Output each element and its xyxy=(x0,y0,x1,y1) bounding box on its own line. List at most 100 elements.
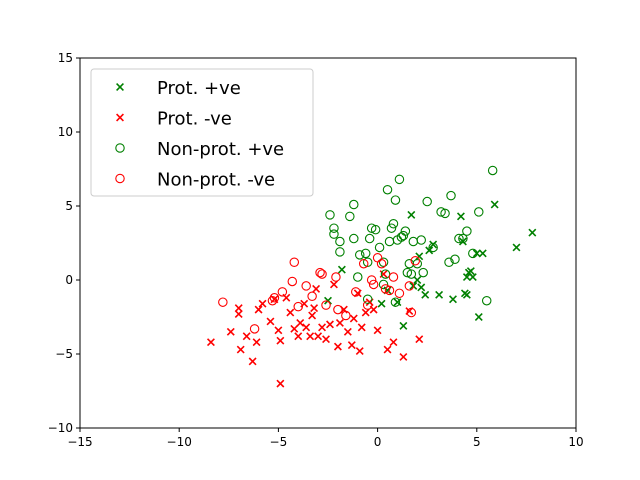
data-point xyxy=(315,267,325,278)
data-point xyxy=(349,233,359,244)
data-point xyxy=(234,310,243,319)
data-point xyxy=(347,341,356,350)
data-point xyxy=(474,207,484,217)
data-point xyxy=(333,304,343,315)
x-tick-label: −15 xyxy=(67,435,92,449)
series-2 xyxy=(325,165,498,307)
data-point xyxy=(249,324,260,334)
x-tick-label: −5 xyxy=(270,435,288,449)
legend-marker xyxy=(115,143,125,153)
data-point xyxy=(449,295,457,304)
data-point xyxy=(226,327,235,336)
data-point xyxy=(349,199,359,210)
data-point xyxy=(301,281,311,291)
legend-entry: Prot. -ve xyxy=(116,109,232,130)
data-point xyxy=(458,237,467,246)
data-point xyxy=(218,297,228,307)
data-point xyxy=(368,279,379,290)
data-point xyxy=(390,297,401,307)
data-point xyxy=(415,335,424,344)
data-point xyxy=(353,272,363,282)
data-point xyxy=(413,276,422,284)
data-point xyxy=(435,290,444,299)
x-tick-label: 10 xyxy=(568,435,583,449)
data-point xyxy=(302,323,311,332)
data-point xyxy=(308,311,317,320)
data-point xyxy=(389,338,398,347)
data-point xyxy=(399,321,408,330)
data-point xyxy=(366,223,377,233)
data-point xyxy=(415,252,424,261)
y-tick-label: −10 xyxy=(48,421,73,435)
data-point xyxy=(410,256,421,266)
legend-marker xyxy=(116,113,124,122)
data-point xyxy=(512,243,521,252)
axes-frame xyxy=(79,57,577,429)
data-point xyxy=(254,305,263,314)
data-point xyxy=(276,379,285,388)
data-point xyxy=(343,327,352,336)
data-point xyxy=(528,228,537,237)
data-point xyxy=(446,190,456,201)
data-point xyxy=(402,267,413,278)
data-point xyxy=(468,273,477,282)
data-point xyxy=(384,285,395,296)
legend-label: Prot. +ve xyxy=(157,78,241,99)
x-tick-label: 5 xyxy=(473,435,481,449)
data-point xyxy=(333,342,342,351)
legend-entry: Non-prot. +ve xyxy=(115,139,284,160)
data-point xyxy=(376,258,387,269)
data-point xyxy=(234,304,243,313)
data-point xyxy=(383,345,392,354)
data-point xyxy=(266,317,275,326)
data-point xyxy=(318,323,327,332)
data-point xyxy=(258,299,267,308)
data-point xyxy=(329,229,339,239)
legend: Prot. +ve Prot. -ve Non-prot. +ve Non-prot.… xyxy=(90,68,314,197)
data-point xyxy=(287,276,298,287)
data-point xyxy=(329,223,339,233)
series-1 xyxy=(206,270,424,388)
data-point xyxy=(294,332,303,341)
data-point xyxy=(361,308,370,317)
data-point xyxy=(481,295,492,306)
y-tick-label: 5 xyxy=(65,199,73,213)
legend-label: Non-prot. +ve xyxy=(157,139,284,160)
data-point xyxy=(404,281,415,291)
data-point xyxy=(490,200,499,209)
data-point xyxy=(277,287,288,297)
data-point xyxy=(269,293,280,303)
data-point xyxy=(366,275,377,285)
data-point xyxy=(314,332,323,341)
data-point xyxy=(417,283,426,292)
data-point xyxy=(379,270,388,279)
series-0 xyxy=(324,200,537,330)
data-point xyxy=(404,258,415,269)
data-point xyxy=(456,212,465,221)
data-point xyxy=(406,307,417,318)
data-point xyxy=(355,347,364,356)
y-tick-label: 0 xyxy=(65,273,73,287)
data-point xyxy=(290,324,299,333)
data-point xyxy=(444,257,454,267)
data-point xyxy=(362,300,373,310)
data-point xyxy=(416,235,426,245)
data-point xyxy=(440,208,450,219)
data-point xyxy=(400,226,411,236)
data-point xyxy=(374,242,385,253)
data-point xyxy=(454,233,464,244)
data-point xyxy=(399,352,408,361)
data-point xyxy=(286,308,295,317)
data-point xyxy=(394,174,405,185)
data-point xyxy=(429,240,438,249)
data-point xyxy=(296,318,305,327)
data-point xyxy=(370,224,381,235)
y-tick-label: −5 xyxy=(55,347,73,361)
data-point xyxy=(393,298,402,307)
legend-entry: Non-prot. -ve xyxy=(115,170,275,191)
data-point xyxy=(310,304,319,313)
data-point xyxy=(421,290,430,299)
data-point xyxy=(380,269,391,279)
